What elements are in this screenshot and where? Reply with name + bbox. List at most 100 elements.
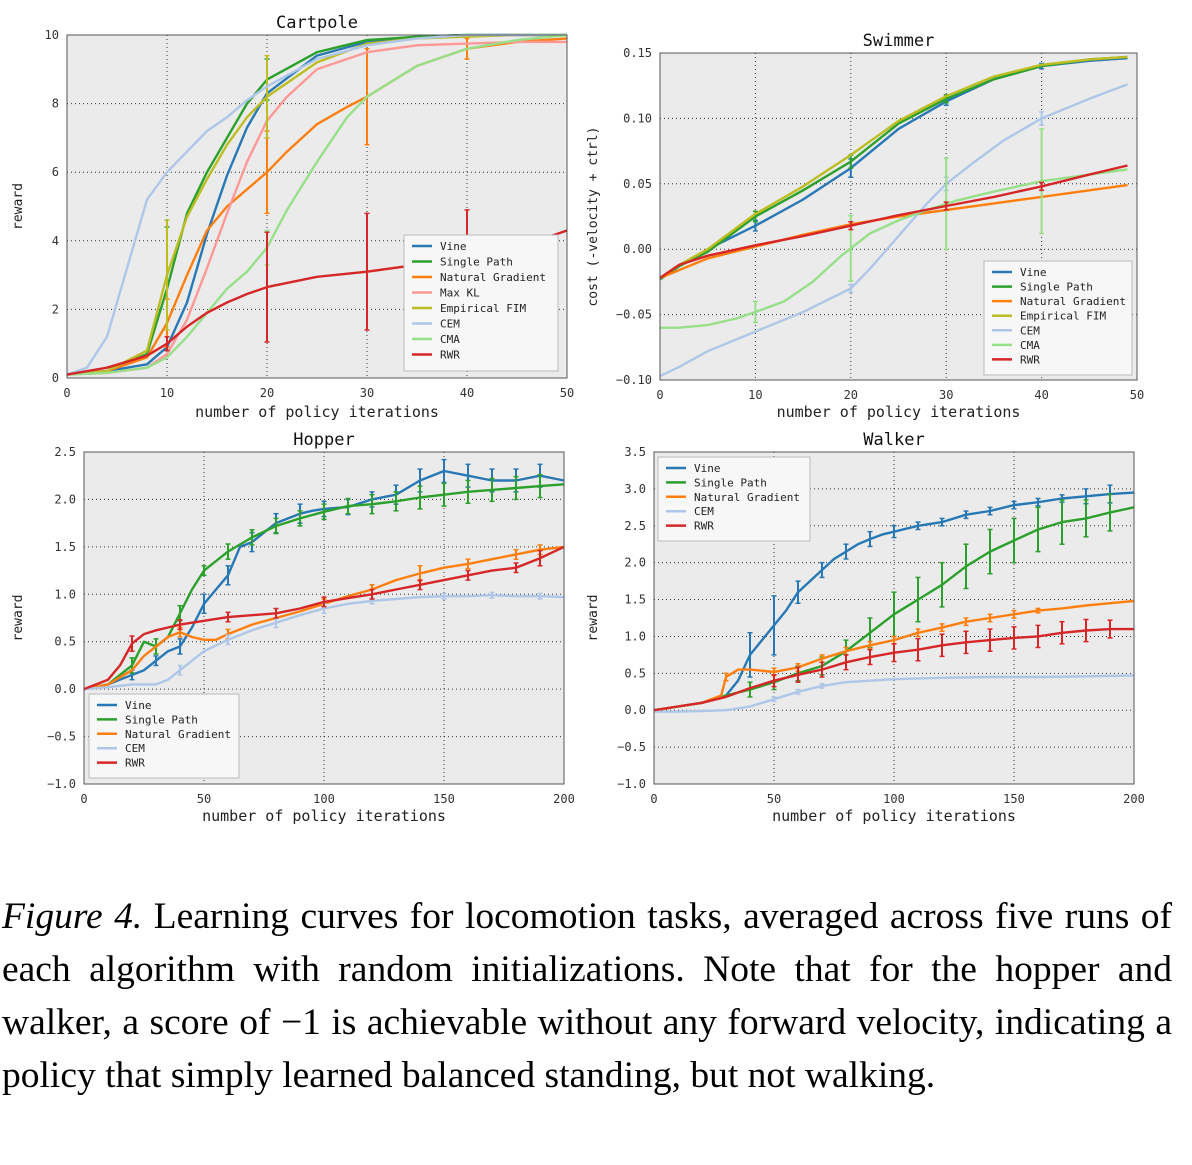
series-line-cem (66, 33, 567, 376)
series-line-cem (83, 594, 565, 691)
y-tick-label: 0 (52, 371, 59, 385)
x-tick-label: 50 (197, 792, 211, 806)
x-tick-label: 150 (433, 792, 455, 806)
panel-cartpole: 0 10 20 30 40 50 0 2 4 6 8 10 Cartpole number of poli… (11, 13, 574, 421)
y-tick-label: 0.15 (623, 46, 652, 60)
panel-swimmer: 0 10 20 30 40 50 −0.10 −0.05 0.00 0.05 0.10 0.15 Swi… (586, 31, 1144, 421)
y-axis-label: reward (586, 595, 601, 642)
y-tick-label: 0.5 (54, 635, 76, 649)
y-tick-label: 1.0 (624, 629, 646, 643)
series-line-single-path (83, 483, 565, 691)
plot-frame (653, 451, 1135, 785)
chart-title: Cartpole (276, 13, 358, 33)
y-tick-label: 2.5 (624, 519, 646, 533)
legend-box (983, 260, 1133, 376)
y-tick-label: 0.00 (623, 242, 652, 256)
legend-label: RWR (694, 520, 714, 533)
x-tick-label: 30 (360, 386, 374, 400)
y-tick-label: 2 (52, 302, 59, 316)
y-tick-label: 0.10 (623, 111, 652, 125)
y-tick-label: −1.0 (47, 777, 76, 791)
x-tick-label: 200 (553, 792, 575, 806)
legend: Vine Single Path Natural Gradient Max KL Emp… (403, 234, 559, 372)
legend-label: RWR (440, 349, 460, 362)
x-axis-label: number of policy iterations (195, 403, 439, 421)
chart-title: Walker (863, 430, 924, 450)
legend-label: CMA (1020, 339, 1040, 352)
y-tick-label: 0.0 (624, 703, 646, 717)
legend-label: RWR (1020, 353, 1040, 366)
x-axis-label: number of policy iterations (772, 807, 1016, 825)
legend-label: CEM (694, 505, 714, 518)
y-axis-label: cost (-velocity + ctrl) (586, 126, 601, 306)
y-tick-label: −0.5 (617, 740, 646, 754)
y-tick-label: 10 (45, 28, 59, 42)
y-tick-label: −1.0 (617, 777, 646, 791)
chart-title: Swimmer (863, 31, 935, 51)
series-line-max-kl (66, 40, 567, 376)
x-tick-label: 50 (560, 386, 574, 400)
y-tick-label: 0.0 (54, 682, 76, 696)
legend-label: Empirical FIM (440, 302, 526, 315)
figure-label: Figure 4. (2, 896, 143, 937)
x-tick-label: 20 (260, 386, 274, 400)
x-tick-label: 40 (1034, 388, 1048, 402)
y-axis-label: reward (11, 595, 26, 642)
x-tick-label: 0 (656, 388, 663, 402)
y-tick-label: 1.5 (624, 593, 646, 607)
legend-label: Single Path (440, 256, 513, 269)
y-tick-label: 0.5 (624, 666, 646, 680)
x-tick-label: 0 (80, 792, 87, 806)
legend-box (88, 693, 240, 779)
x-tick-label: 200 (1123, 792, 1145, 806)
y-axis-label: reward (11, 183, 26, 230)
legend-label: Single Path (125, 713, 198, 726)
legend-label: Single Path (694, 476, 767, 489)
legend-box (403, 234, 559, 372)
y-tick-label: −0.10 (616, 373, 652, 387)
legend-label: Empirical FIM (1020, 310, 1106, 323)
y-tick-label: 3.5 (624, 445, 646, 459)
legend-label: CEM (440, 318, 460, 331)
series-line-cem (659, 83, 1128, 378)
x-tick-label: 10 (748, 388, 762, 402)
plot-frame (659, 52, 1138, 381)
y-tick-label: 8 (52, 97, 59, 111)
y-tick-label: 1.5 (54, 540, 76, 554)
y-tick-label: −0.5 (47, 730, 76, 744)
legend-label: Single Path (1020, 281, 1093, 294)
y-tick-label: 2.0 (624, 556, 646, 570)
legend-label: Vine (694, 462, 721, 475)
series-line-vine (653, 491, 1135, 712)
y-tick-label: 0.05 (623, 177, 652, 191)
x-axis-label: number of policy iterations (777, 403, 1021, 421)
x-axis-label: number of policy iterations (202, 807, 446, 825)
x-tick-label: 0 (650, 792, 657, 806)
caption-text: Learning curves for locomotion tasks, av… (2, 896, 1172, 1096)
legend-label: Max KL (440, 287, 480, 300)
series-line-cma (660, 168, 1128, 329)
y-tick-label: 3.0 (624, 482, 646, 496)
x-tick-label: 20 (844, 388, 858, 402)
series-line-empirical-fim (659, 55, 1128, 279)
y-tick-label: 2.0 (54, 492, 76, 506)
series-line-natural-gradient (659, 183, 1128, 280)
legend-label: Natural Gradient (125, 728, 231, 741)
x-tick-label: 30 (939, 388, 953, 402)
legend-label: RWR (125, 757, 145, 770)
panel-hopper: 0 50 100 150 200 −1.0 −0.5 0.0 0.5 1.0 1.5 2.0 2.5 Ho… (11, 430, 575, 825)
legend-label: Vine (125, 699, 152, 712)
x-tick-label: 50 (1130, 388, 1144, 402)
x-tick-label: 150 (1003, 792, 1025, 806)
plot-frame (83, 451, 565, 785)
learning-curves-figure: 0 10 20 30 40 50 0 2 4 6 8 10 Cartpole number of poli… (11, 13, 1145, 825)
series-line-cem (654, 674, 1135, 713)
legend-label: CEM (1020, 324, 1040, 337)
legend-label: Natural Gradient (1020, 295, 1126, 308)
y-tick-label: 1.0 (54, 587, 76, 601)
legend-label: Vine (1020, 266, 1047, 279)
legend-label: Natural Gradient (440, 271, 546, 284)
